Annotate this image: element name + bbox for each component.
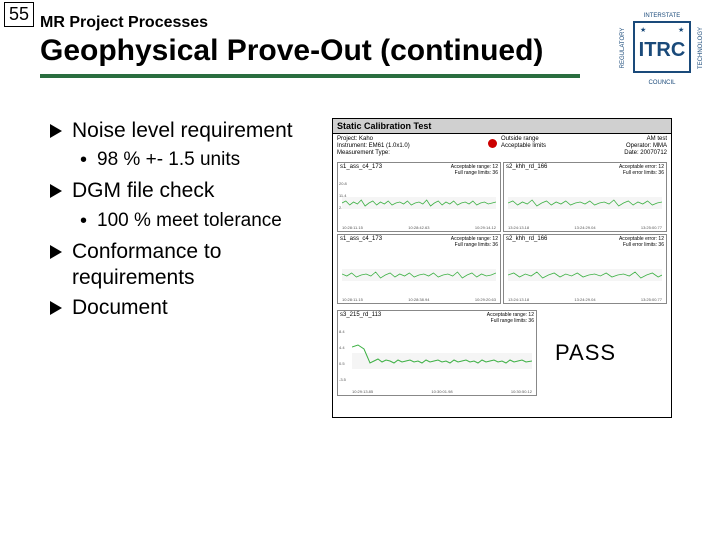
pass-label: PASS: [555, 340, 616, 366]
bullet-icon: [50, 184, 62, 198]
signal-trace: [508, 261, 662, 289]
chart-meta: Project: Kaho Instrument: EM61 (1.0x1.0)…: [333, 134, 671, 160]
chart-bottom-panel: s3_215_rd_113 Acceptable range: 12 Full …: [337, 310, 537, 396]
chart-title: Static Calibration Test: [333, 119, 671, 134]
bullet-icon: [50, 124, 62, 138]
signal-trace: [342, 189, 496, 217]
signal-trace: [508, 189, 662, 217]
svg-text:REGULATORY: REGULATORY: [620, 28, 626, 69]
chart-panel: s1_ass_c4_173 Acceptable range: 12 Full …: [337, 234, 501, 304]
bullet-item: Conformance to requirements: [50, 239, 320, 292]
chart-panel: s2_khh_rd_166 Acceptable error: 12 Full …: [503, 162, 667, 232]
sub-bullet-item: •100 % meet tolerance: [80, 209, 320, 233]
title-rule: [40, 74, 580, 78]
chart-panels: s1_ass_c4_173 Acceptable range: 12 Full …: [333, 160, 671, 306]
bullet-icon: [50, 245, 62, 259]
signal-trace: [352, 341, 532, 381]
svg-text:★: ★: [640, 26, 646, 34]
slide-subtitle: MR Project Processes: [40, 14, 680, 32]
logo-main-text: ITRC: [639, 39, 686, 61]
chart-panel: s2_khh_rd_166 Acceptable error: 12 Full …: [503, 234, 667, 304]
svg-text:COUNCIL: COUNCIL: [648, 80, 676, 86]
signal-trace: [342, 261, 496, 289]
slide-number: 55: [4, 2, 34, 27]
chart-panel: s1_ass_c4_173 Acceptable range: 12 Full …: [337, 162, 501, 232]
bullet-icon: [50, 301, 62, 315]
red-dot-icon: [488, 139, 497, 148]
bullet-item: DGM file check: [50, 178, 320, 204]
svg-text:★: ★: [678, 26, 684, 34]
itrc-logo: ITRC INTERSTATE COUNCIL TECHNOLOGY REGUL…: [618, 8, 708, 88]
sub-bullet-item: •98 % +- 1.5 units: [80, 148, 320, 172]
bullet-list: Noise level requirement •98 % +- 1.5 uni…: [50, 118, 320, 418]
slide-title: Geophysical Prove-Out (continued): [40, 34, 680, 68]
bullet-item: Document: [50, 295, 320, 321]
svg-text:INTERSTATE: INTERSTATE: [644, 13, 680, 19]
svg-text:TECHNOLOGY: TECHNOLOGY: [698, 27, 704, 69]
calibration-chart: Static Calibration Test Project: Kaho In…: [332, 118, 672, 418]
bullet-item: Noise level requirement: [50, 118, 320, 144]
